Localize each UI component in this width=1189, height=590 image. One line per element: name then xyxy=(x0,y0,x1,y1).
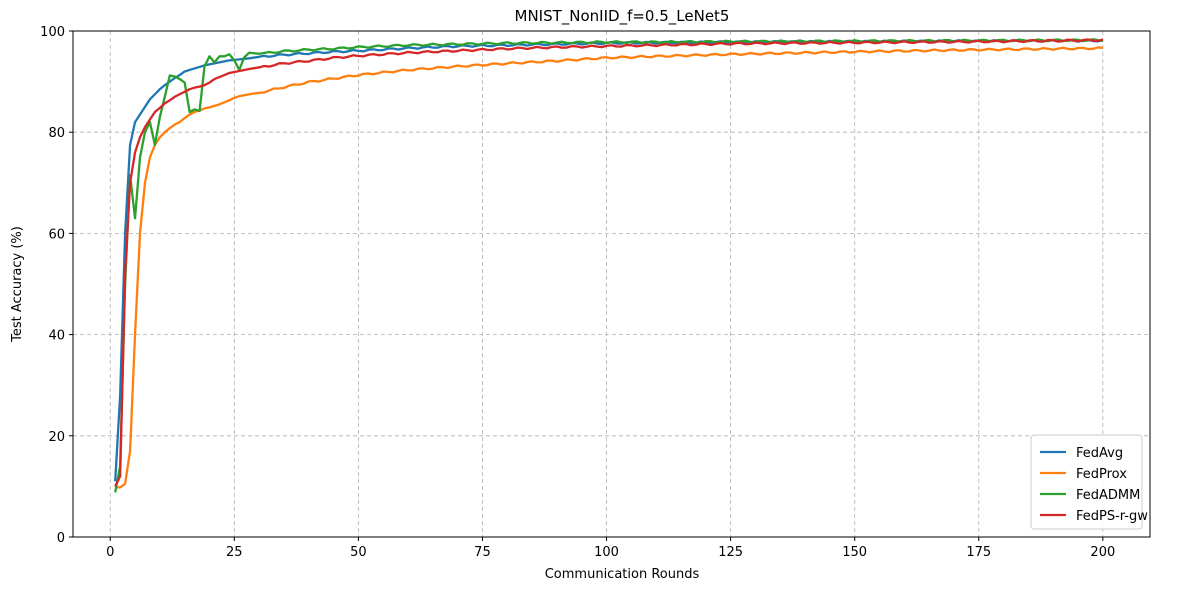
legend-label: FedProx xyxy=(1076,467,1127,482)
legend: FedAvg FedProx FedADMM FedPS-r-gw xyxy=(1030,434,1148,530)
legend-label: FedADMM xyxy=(1076,488,1140,503)
x-axis-label: Communication Rounds xyxy=(545,567,700,582)
y-tick-label: 100 xyxy=(40,25,65,40)
legend-label: FedPS-r-gw xyxy=(1076,509,1148,524)
x-tick-label: 175 xyxy=(966,545,991,560)
x-tick-label: 125 xyxy=(718,545,743,560)
legend-box xyxy=(1030,434,1143,530)
series-line-fedps-r-gw xyxy=(114,38,1104,487)
series-line-fedprox xyxy=(115,46,1103,489)
y-tick-label: 0 xyxy=(57,531,65,546)
x-tick-label: 100 xyxy=(594,545,619,560)
plot-frame xyxy=(72,30,1151,538)
y-tick-label: 20 xyxy=(48,430,65,445)
y-tick-label: 60 xyxy=(48,227,65,242)
chart-title: MNIST_NonIID_f=0.5_LeNet5 xyxy=(515,7,730,26)
series-lines xyxy=(114,38,1104,493)
y-tick-label: 40 xyxy=(48,329,65,344)
ticks: 0 25 50 75 100 125 150 175 200 0 20 40 60 80 100 xyxy=(40,25,1115,560)
x-tick-label: 50 xyxy=(350,545,367,560)
x-tick-label: 150 xyxy=(842,545,867,560)
x-tick-label: 25 xyxy=(226,545,243,560)
x-tick-label: 200 xyxy=(1090,545,1115,560)
legend-label: FedAvg xyxy=(1076,446,1123,461)
y-tick-label: 80 xyxy=(48,126,65,141)
y-axis-label: Test Accuracy (%) xyxy=(10,226,25,343)
x-tick-label: 75 xyxy=(474,545,491,560)
x-tick-label: 0 xyxy=(106,545,114,560)
